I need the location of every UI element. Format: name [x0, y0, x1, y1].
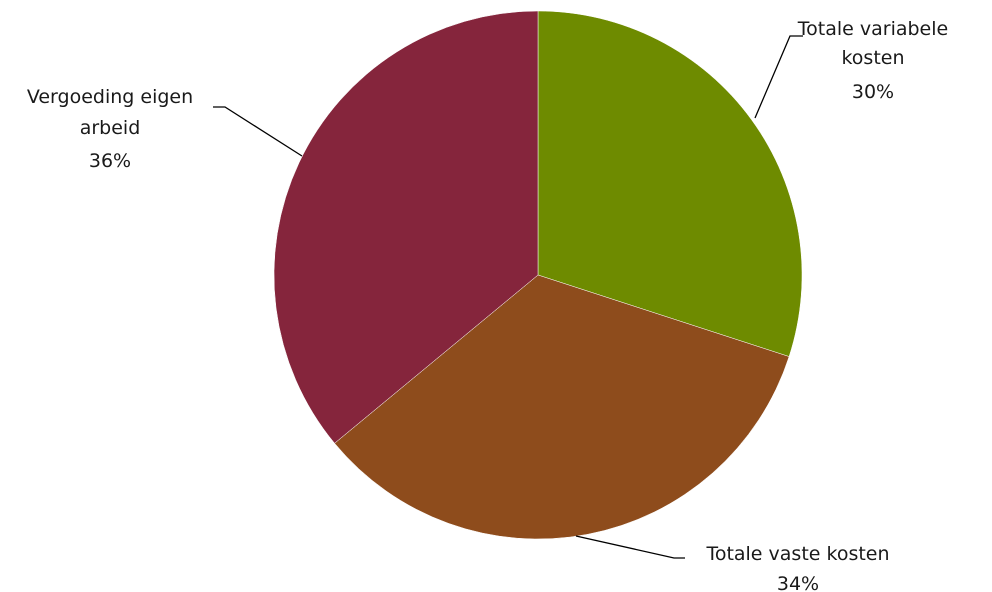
data-label-vergoeding-eigen-arbeid: arbeid [80, 117, 141, 139]
pie-slice-vergoeding-eigen-arbeid [273, 10, 539, 444]
data-label-percent-vergoeding-eigen-arbeid: 36% [89, 150, 131, 172]
pie-slice-totale-vaste-kosten [334, 274, 790, 540]
pie-slice-totale-variabele-kosten [537, 10, 803, 357]
leader-line-totale-vaste-kosten [575, 535, 685, 559]
leader-line-vergoeding-eigen-arbeid [213, 106, 303, 157]
leader-line-totale-variabele-kosten [754, 35, 803, 119]
data-label-totale-variabele-kosten: kosten [841, 47, 904, 69]
data-label-totale-vaste-kosten: Totale vaste kosten [705, 543, 889, 565]
data-label-vergoeding-eigen-arbeid: Vergoeding eigen [27, 86, 193, 108]
data-label-percent-totale-variabele-kosten: 30% [852, 81, 894, 103]
data-label-totale-variabele-kosten: Totale variabele [797, 18, 948, 40]
data-label-percent-totale-vaste-kosten: 34% [777, 573, 819, 592]
